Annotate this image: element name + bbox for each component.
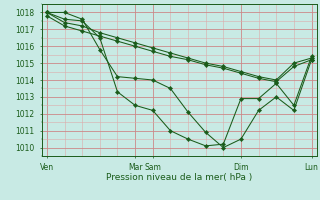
X-axis label: Pression niveau de la mer( hPa ): Pression niveau de la mer( hPa ) bbox=[106, 173, 252, 182]
